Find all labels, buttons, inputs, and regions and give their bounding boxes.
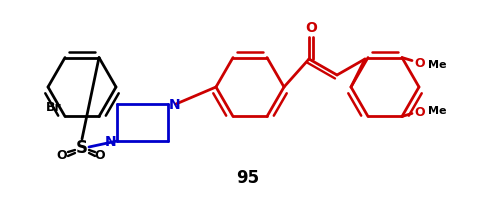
Text: 95: 95 bbox=[236, 168, 260, 186]
Text: S: S bbox=[76, 138, 88, 156]
Text: O: O bbox=[414, 105, 424, 118]
Text: O: O bbox=[414, 57, 424, 70]
Text: O: O bbox=[94, 149, 106, 162]
Text: Me: Me bbox=[428, 106, 446, 116]
Text: O: O bbox=[305, 21, 317, 35]
Text: N: N bbox=[104, 134, 116, 148]
Text: O: O bbox=[56, 149, 68, 162]
Text: Me: Me bbox=[428, 59, 446, 69]
Text: Br: Br bbox=[46, 101, 61, 114]
Text: N: N bbox=[169, 98, 180, 111]
